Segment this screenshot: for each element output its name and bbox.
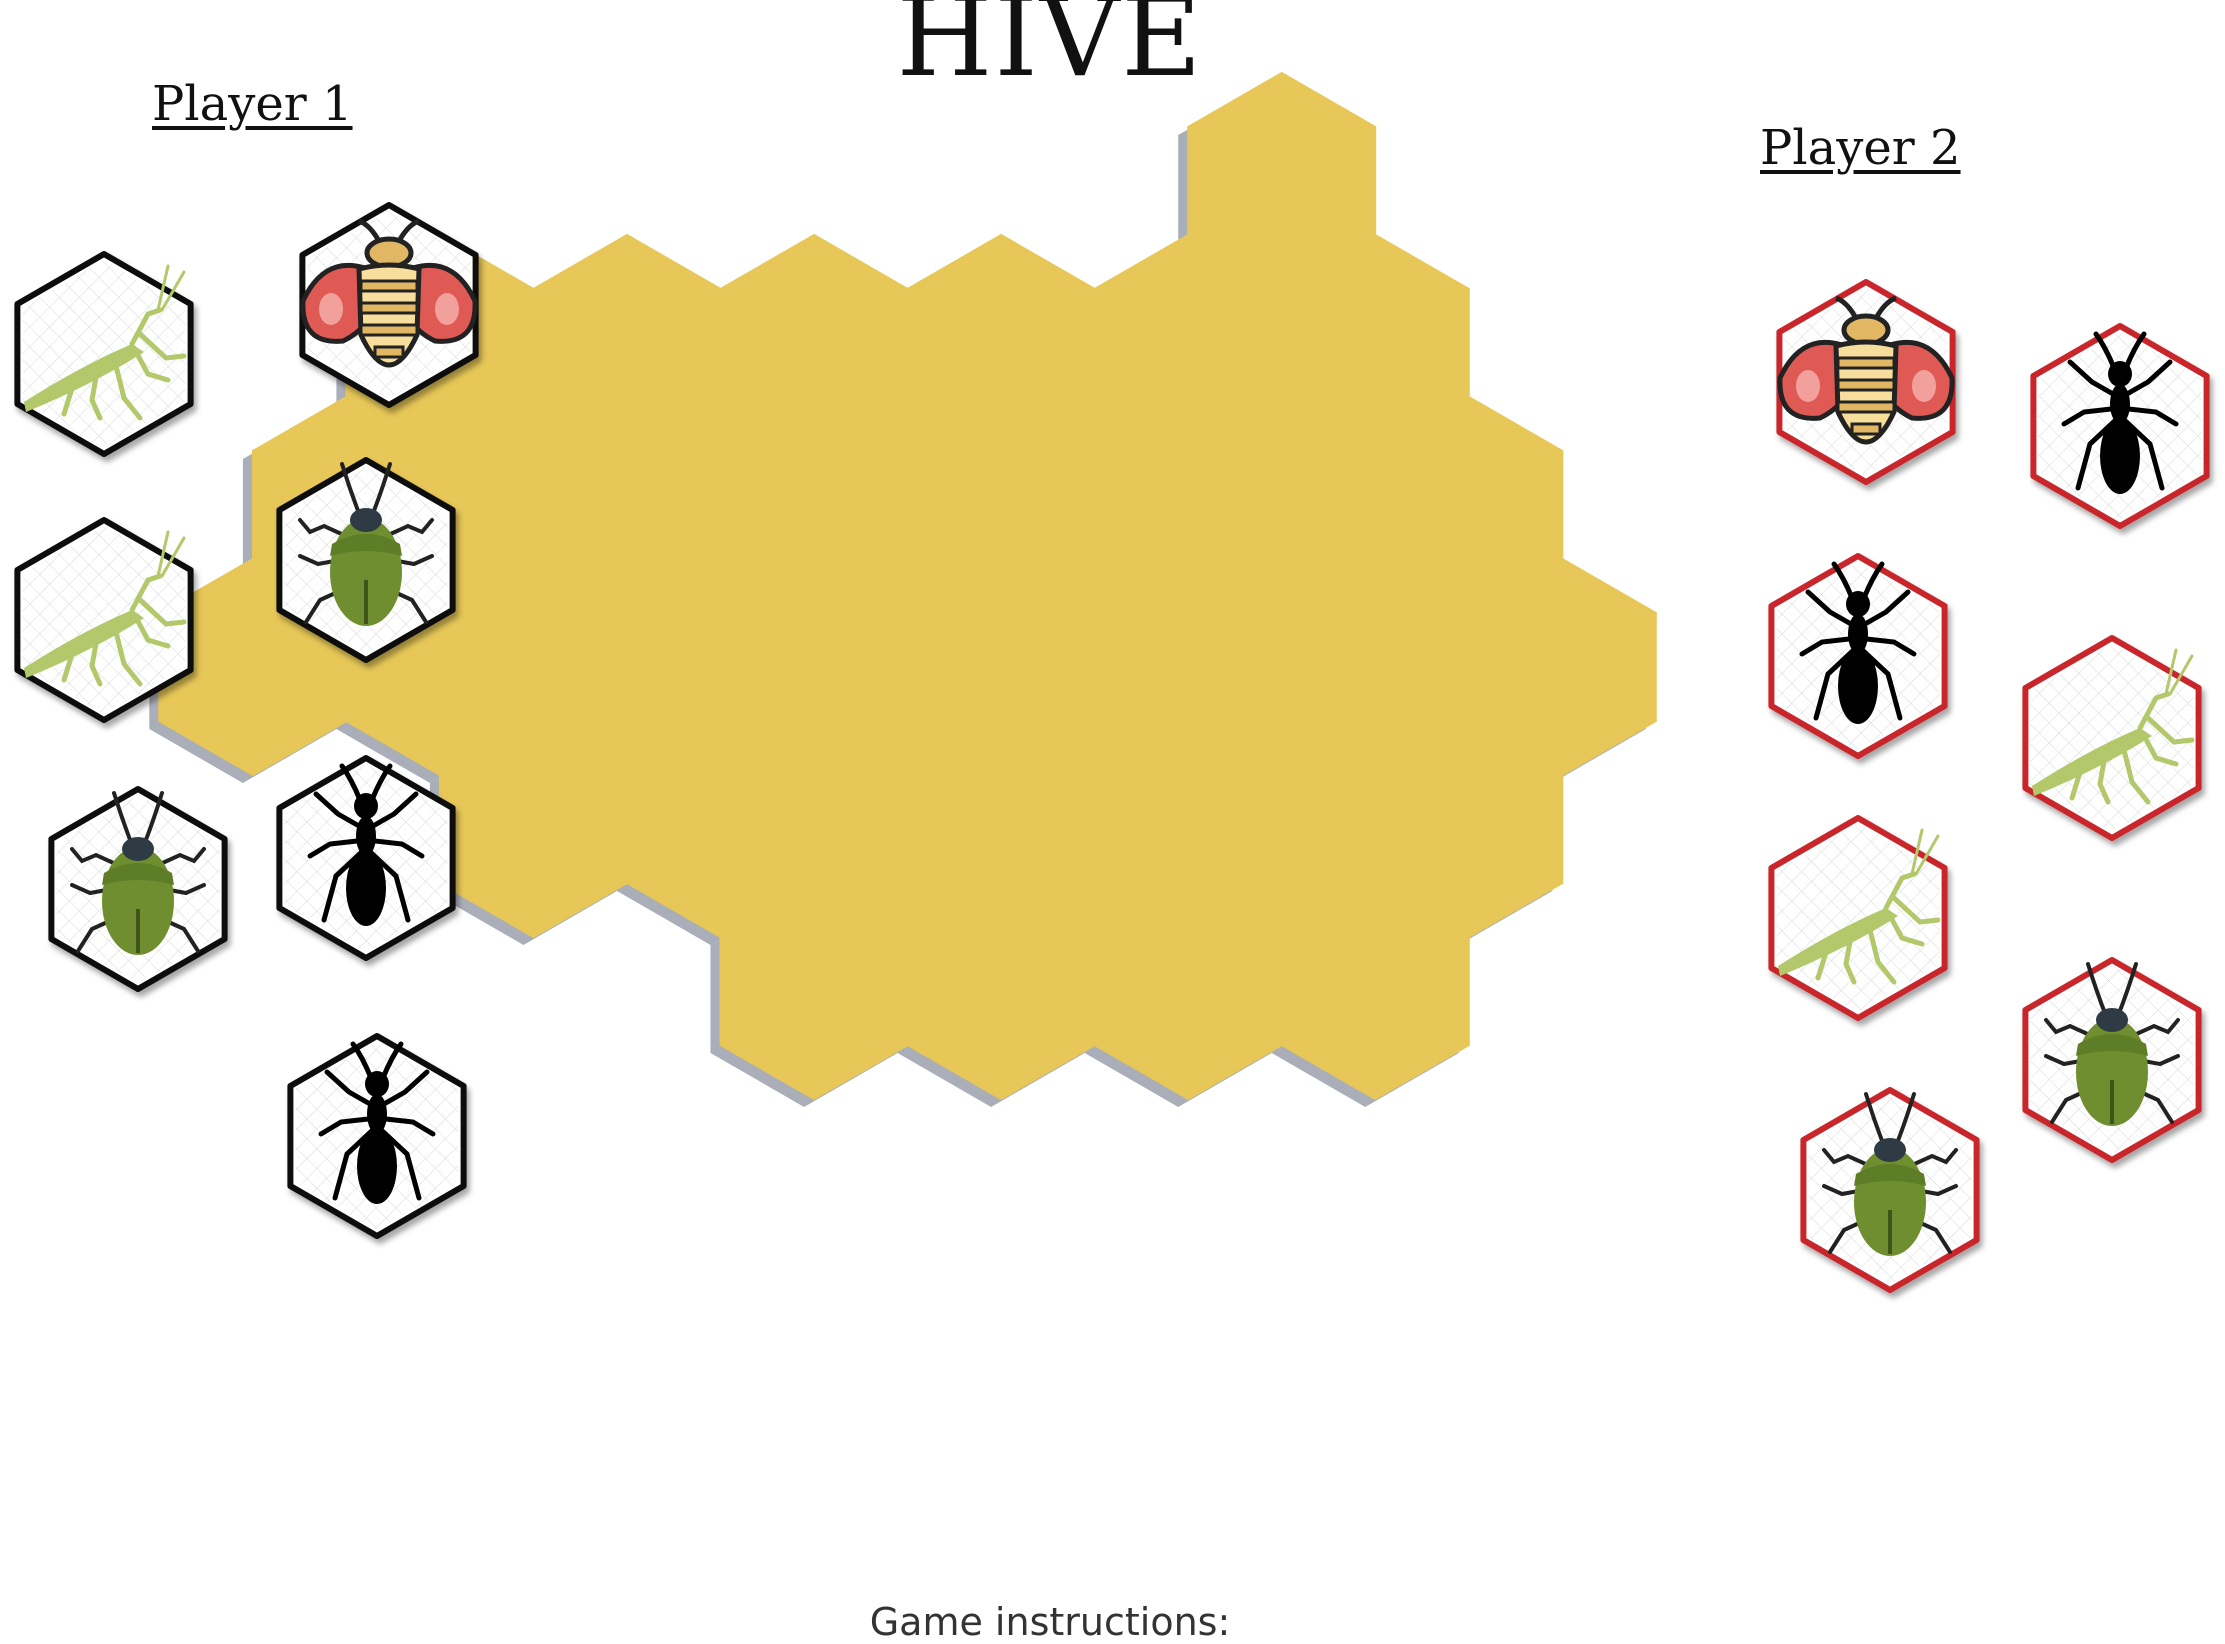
player-piece[interactable] [276,457,456,663]
ant-icon [318,1041,436,1204]
player-piece[interactable] [287,1033,467,1239]
ant-icon [307,763,425,926]
player-piece[interactable] [14,251,194,457]
ladybug-icon [300,218,478,368]
player-piece[interactable] [299,202,479,408]
player-piece[interactable] [48,786,228,992]
hive-board [149,71,1657,1107]
player-piece[interactable] [1768,553,1948,759]
ladybug-icon [1777,295,1955,445]
board-cell[interactable] [1280,881,1470,1101]
beetle-icon [70,791,206,955]
player-2-label: Player 2 [1760,120,1961,176]
player-piece[interactable] [2022,957,2202,1163]
beetle-icon [2044,962,2180,1126]
mantis-icon [24,264,187,421]
mantis-icon [2032,648,2195,805]
ant-icon [1799,561,1917,724]
ant-icon [2061,331,2179,494]
player-1-pieces [14,202,479,1239]
player-piece[interactable] [276,755,456,961]
player-piece[interactable] [1776,279,1956,485]
beetle-icon [298,462,434,626]
player-1-label: Player 1 [152,76,353,132]
player-piece[interactable] [1800,1087,1980,1293]
player-piece[interactable] [1768,815,1948,1021]
game-instructions-label: Game instructions: [869,1600,1231,1644]
player-piece[interactable] [2022,635,2202,841]
player-piece[interactable] [14,517,194,723]
player-2-pieces [1768,279,2210,1293]
player-piece[interactable] [2030,323,2210,529]
mantis-icon [1778,828,1941,985]
beetle-icon [1822,1092,1958,1256]
game-title: HIVE [896,0,1204,101]
mantis-icon [24,530,187,687]
